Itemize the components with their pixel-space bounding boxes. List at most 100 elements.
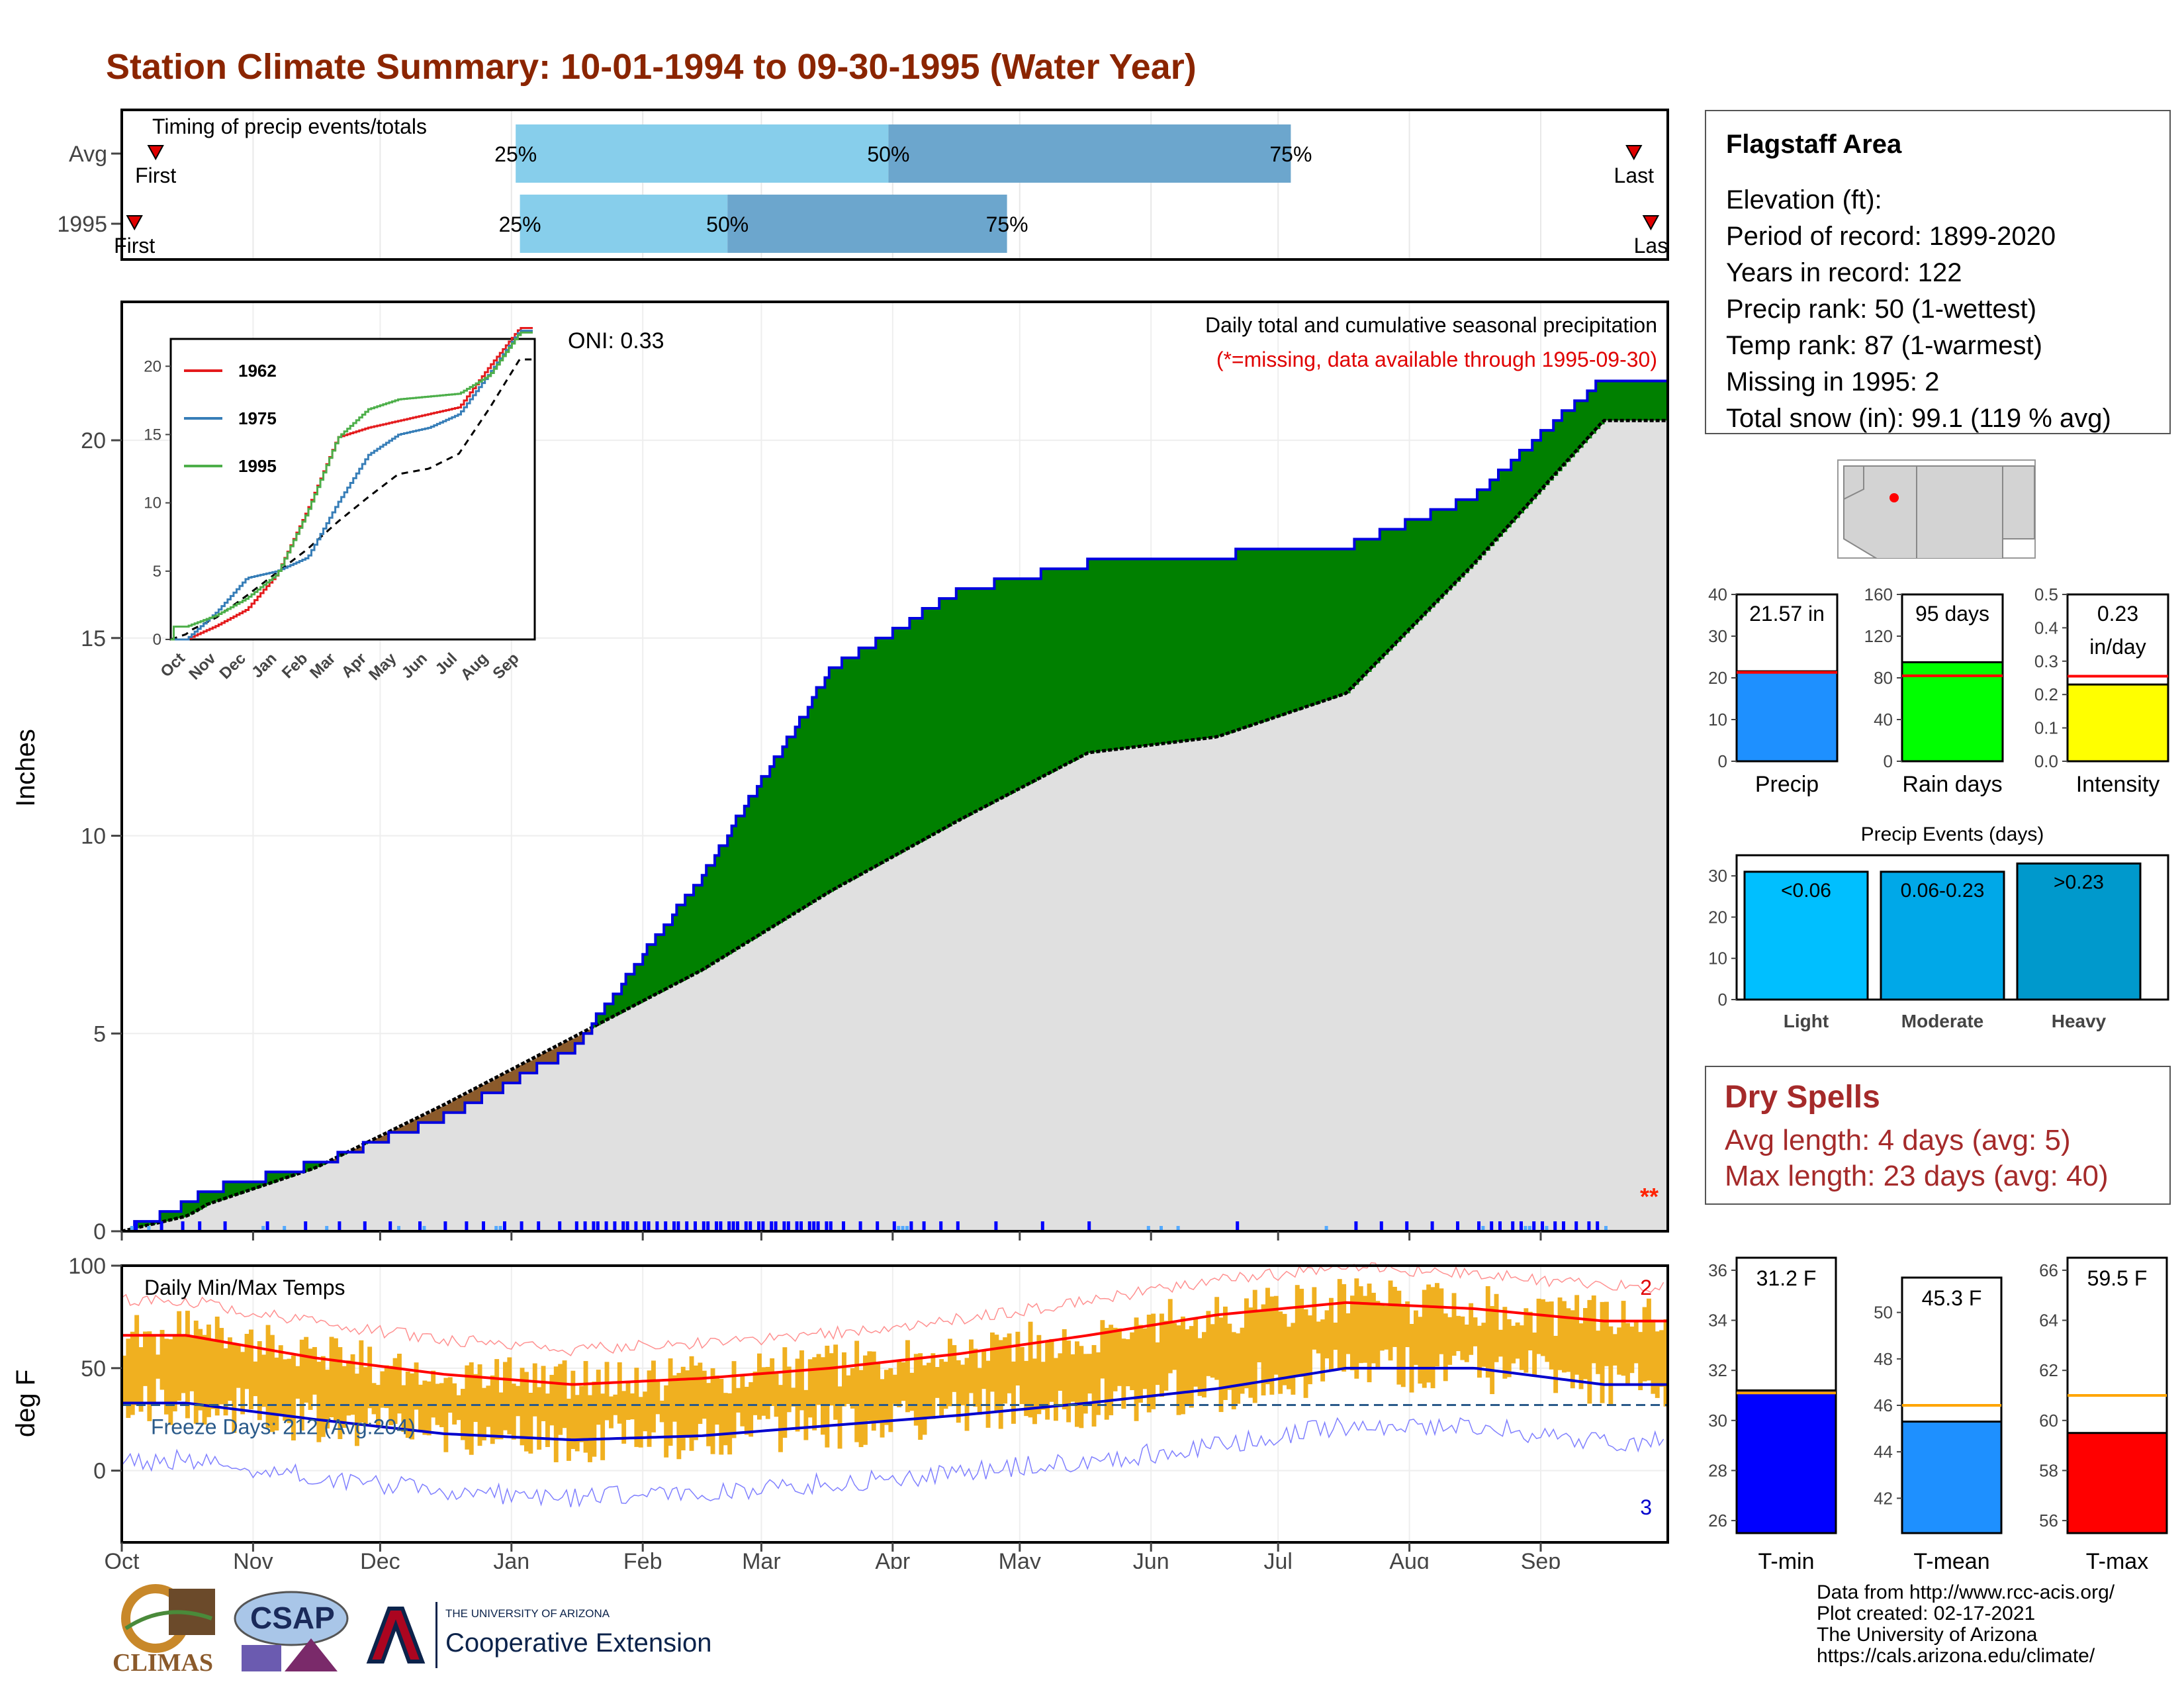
summary-label: Rain days <box>1902 772 2002 797</box>
daily-temp-bar <box>299 1339 304 1431</box>
x-month-label: Mar <box>742 1549 781 1569</box>
oni-label: ONI: 0.33 <box>568 328 664 353</box>
above-average-fill <box>1557 420 1563 471</box>
above-average-fill <box>240 1182 246 1194</box>
daily-precip-bar <box>1456 1221 1459 1231</box>
above-average-fill <box>985 588 991 806</box>
page-title: Station Climate Summary: 10-01-1994 to 0… <box>106 47 1197 87</box>
daily-temp-bar <box>1358 1286 1363 1364</box>
daily-temp-bar <box>452 1383 457 1425</box>
daily-temp-bar <box>1469 1303 1474 1355</box>
above-average-fill <box>1651 381 1656 421</box>
above-average-fill <box>943 598 948 829</box>
last-marker <box>1625 145 1643 161</box>
daily-temp-bar <box>715 1376 719 1425</box>
above-average-fill <box>1032 579 1037 782</box>
below-average-fill <box>511 1069 516 1083</box>
above-average-fill <box>1367 539 1372 673</box>
daily-temp-bar <box>1481 1323 1486 1367</box>
daily-temp-bar <box>461 1389 465 1440</box>
daily-temp-bar <box>1261 1304 1266 1396</box>
above-average-fill <box>1583 400 1588 444</box>
above-average-fill <box>1121 559 1126 749</box>
x-month-label: Feb <box>623 1549 662 1569</box>
daily-temp-bar <box>1291 1323 1296 1395</box>
daily-temp-bar <box>473 1374 478 1423</box>
above-average-fill <box>1036 579 1042 780</box>
above-average-fill <box>1223 559 1228 735</box>
daily-temp-bar <box>494 1359 500 1440</box>
above-average-fill <box>287 1172 292 1178</box>
daily-temp-bar <box>541 1366 546 1421</box>
dry-spells-title: Dry Spells <box>1725 1080 1880 1115</box>
station-location-dot <box>1889 493 1899 502</box>
credit-line: Data from http://www.rcc-acis.org/ <box>1817 1581 2115 1603</box>
daily-precip-bar <box>786 1221 790 1231</box>
record-high-line <box>121 1262 1664 1356</box>
above-average-fill <box>308 1162 313 1170</box>
daily-precip-bar <box>520 1221 523 1231</box>
above-average-fill <box>1587 391 1592 439</box>
summary-bar <box>1735 670 1839 763</box>
daily-temp-bar <box>905 1340 910 1413</box>
above-average-fill <box>927 608 931 838</box>
above-average-fill <box>1350 549 1355 689</box>
daily-precip-bar <box>130 1226 134 1231</box>
above-average-fill <box>1193 559 1199 740</box>
above-average-fill <box>981 588 987 809</box>
daily-temp-bar <box>1138 1325 1143 1403</box>
above-average-fill <box>842 657 846 885</box>
below-average-fill <box>494 1078 500 1093</box>
above-average-fill <box>1091 559 1097 753</box>
above-average-fill <box>998 579 1003 800</box>
above-average-fill <box>803 717 809 908</box>
x-month-label: Jul <box>1263 1549 1292 1569</box>
daily-temp-bar <box>1214 1297 1220 1380</box>
above-average-fill <box>1117 559 1122 749</box>
average-max-line <box>122 1301 1668 1386</box>
daily-temp-bar <box>698 1362 703 1425</box>
above-average-fill <box>761 776 766 934</box>
daily-precip-bar <box>261 1226 265 1231</box>
daily-temp-bar <box>363 1367 368 1425</box>
daily-temp-bar <box>1451 1293 1457 1356</box>
above-average-fill <box>1303 549 1308 708</box>
daily-temp-bar <box>786 1366 792 1413</box>
daily-temp-bar <box>964 1358 970 1431</box>
daily-precip-bar <box>465 1221 469 1231</box>
daily-temp-bar <box>1515 1322 1520 1359</box>
daily-temp-bar <box>329 1336 334 1418</box>
daily-temp-bar <box>579 1385 584 1442</box>
above-average-fill <box>655 934 660 995</box>
above-average-fill <box>774 757 779 926</box>
daily-precip-bar <box>816 1221 820 1231</box>
above-average-fill <box>1633 381 1639 421</box>
daily-precip-bar <box>858 1221 862 1231</box>
daily-precip-bar <box>1520 1221 1523 1231</box>
daily-temp-bar <box>1193 1319 1199 1387</box>
daily-temp-bar <box>1236 1333 1241 1404</box>
temp-bar-y-tick: 36 <box>1708 1260 1727 1280</box>
daily-temp-bar <box>1278 1311 1283 1394</box>
daily-temp-bar <box>490 1375 495 1444</box>
daily-temp-bar <box>405 1371 410 1438</box>
temp-bar <box>2066 1432 2168 1534</box>
above-average-fill <box>829 667 834 892</box>
daily-precip-bar <box>418 1221 422 1231</box>
daily-precip-bar <box>876 1221 880 1231</box>
above-average-fill <box>1422 519 1427 616</box>
above-average-fill <box>634 964 639 1006</box>
above-average-fill <box>1481 489 1486 556</box>
daily-temp-bar <box>223 1348 228 1416</box>
inset-average-line <box>170 358 535 641</box>
daily-precip-bar <box>731 1221 735 1231</box>
daily-precip-bar <box>736 1221 739 1231</box>
above-average-fill <box>1342 549 1347 695</box>
above-average-fill <box>880 637 885 864</box>
daily-temp-bar <box>1210 1324 1215 1378</box>
daily-temp-bar <box>710 1368 715 1454</box>
above-average-fill <box>1469 499 1474 569</box>
above-average-fill <box>1574 400 1580 453</box>
daily-temp-bar <box>1578 1323 1584 1389</box>
above-average-fill <box>1566 410 1571 462</box>
